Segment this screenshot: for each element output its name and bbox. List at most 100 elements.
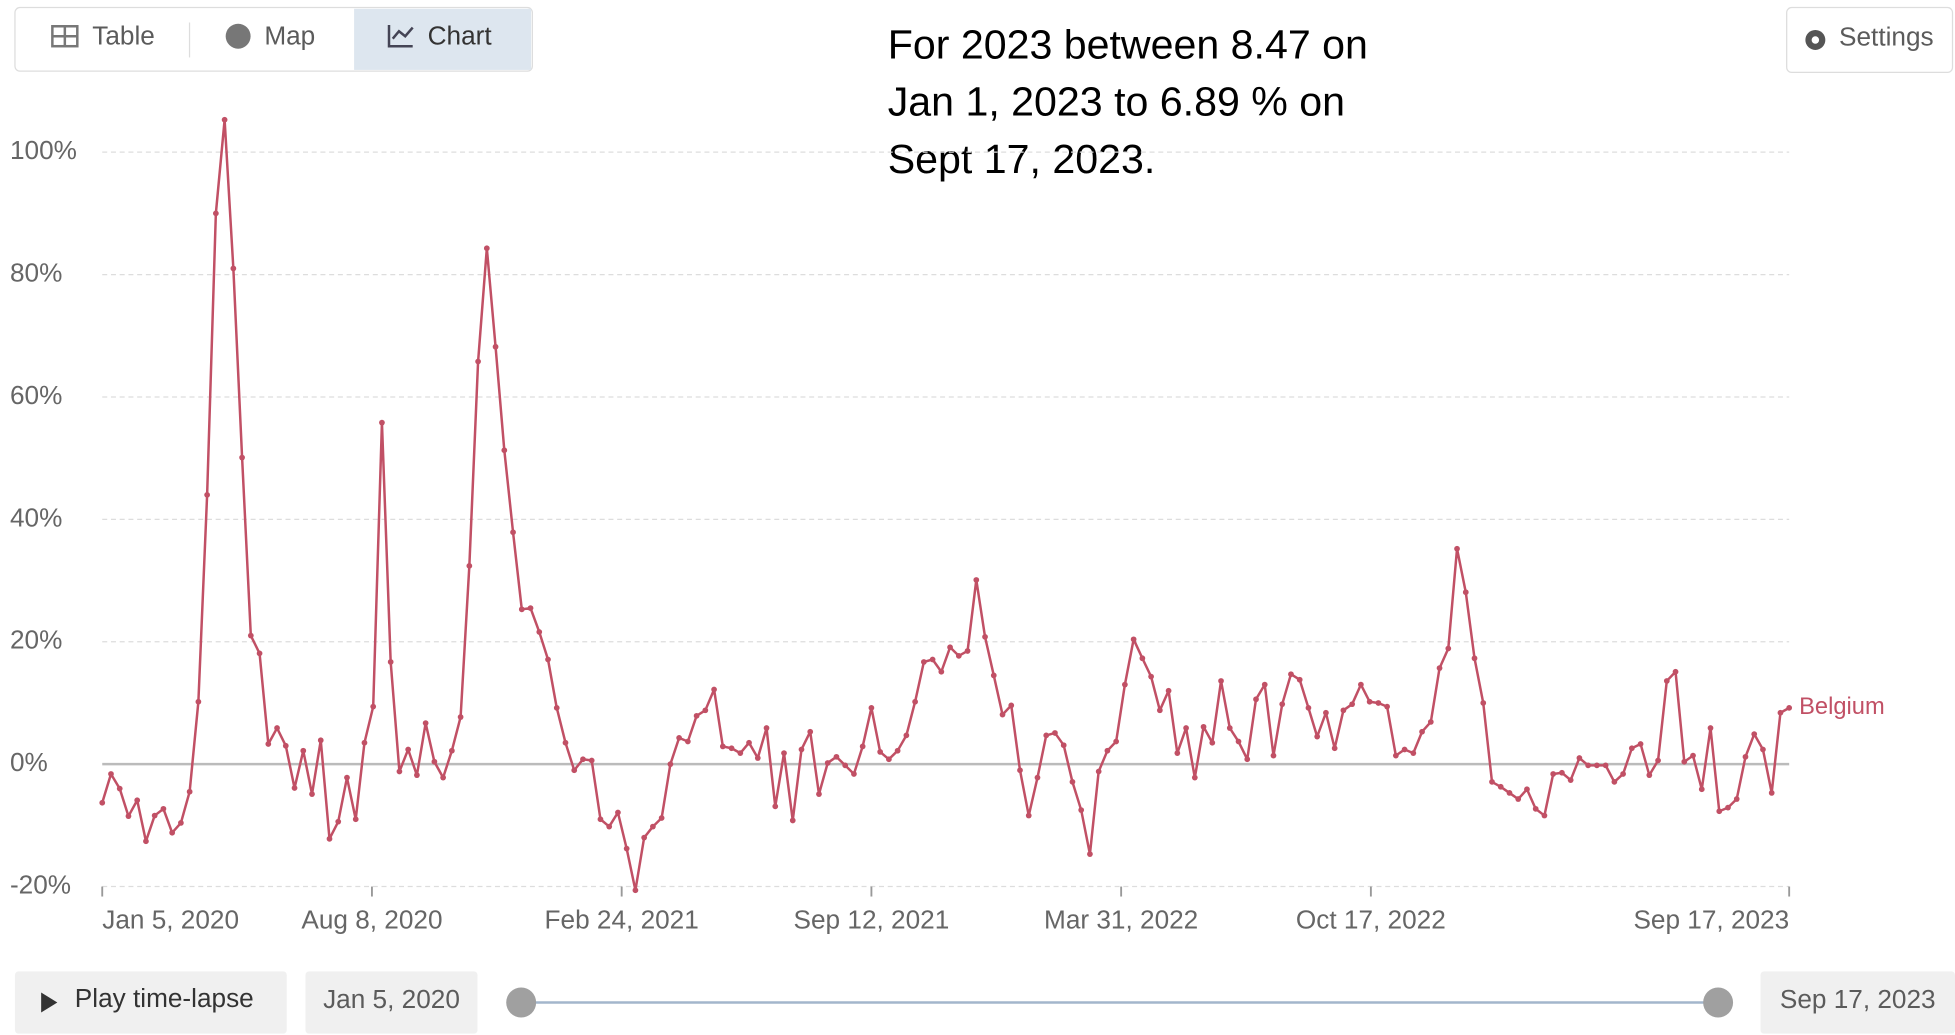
data-point (1174, 750, 1181, 757)
data-point (1392, 752, 1399, 759)
data-point (553, 704, 560, 711)
annotation: For 2023 between 8.47 on (888, 21, 1368, 67)
data-point (702, 707, 709, 714)
data-point (169, 829, 176, 836)
annotation: Sept 17, 2023. (888, 136, 1156, 182)
data-point (1017, 767, 1023, 774)
data-point (501, 447, 508, 454)
data-point (1663, 678, 1670, 684)
data-point (1113, 738, 1120, 745)
data-point (1768, 790, 1775, 796)
data-point (1165, 687, 1172, 694)
data-point (1305, 704, 1312, 711)
data-point (1095, 768, 1102, 775)
data-point (1025, 812, 1032, 819)
data-point (1672, 668, 1679, 675)
data-point (789, 817, 796, 824)
end-date: Sep 17, 2023 (1780, 984, 1936, 1014)
data-point (684, 738, 691, 745)
data-point (929, 656, 936, 663)
data-point (317, 737, 324, 744)
data-point (1567, 777, 1574, 783)
data-point (781, 750, 787, 757)
data-point (1602, 762, 1609, 769)
play-button[interactable]: Play time-lapse (14, 971, 287, 1034)
data-point (1532, 805, 1539, 812)
data-point (650, 823, 656, 830)
data-point (239, 454, 245, 461)
chart-tab[interactable]: Chart (387, 20, 492, 50)
data-point (754, 755, 761, 761)
data-point (999, 711, 1006, 718)
data-point (405, 746, 412, 753)
data-point (466, 563, 473, 569)
data-point (1279, 701, 1286, 708)
data-point (1043, 732, 1050, 739)
data-point (615, 809, 621, 816)
data-point (982, 634, 988, 640)
data-point (894, 747, 901, 754)
data-point (1628, 745, 1635, 752)
data-point (265, 741, 272, 747)
end-date-box (1760, 971, 1955, 1034)
data-point (859, 743, 866, 750)
data-point (1331, 745, 1338, 752)
data-point (833, 753, 840, 760)
data-point (247, 632, 254, 639)
data-point (1742, 753, 1749, 760)
data-point (1183, 725, 1189, 731)
data-point (483, 245, 490, 252)
data-point (1323, 709, 1329, 716)
y-tick-label: 0% (10, 747, 48, 777)
x-tick-label: Aug 8, 2020 (301, 904, 442, 934)
data-point (1655, 757, 1661, 764)
data-point (536, 629, 543, 635)
data-point (1156, 707, 1163, 714)
data-point (335, 818, 342, 825)
data-point (606, 823, 613, 830)
settings-button[interactable]: Settings (1786, 6, 1954, 74)
data-point (1078, 807, 1085, 813)
data-point (1349, 701, 1356, 708)
data-point (1244, 756, 1251, 763)
slider-handle[interactable] (506, 987, 537, 1018)
data-point (370, 703, 377, 710)
data-point (763, 725, 770, 731)
data-point (309, 791, 315, 798)
data-point (134, 797, 141, 804)
data-point (973, 577, 980, 583)
data-point (1314, 733, 1321, 740)
data-point (1550, 771, 1557, 777)
data-point (1681, 758, 1688, 765)
data-point (1707, 725, 1714, 731)
data-point (667, 761, 674, 768)
data-point (352, 816, 359, 823)
x-tick-label: Oct 17, 2022 (1296, 904, 1446, 934)
data-point (1060, 742, 1067, 749)
active-tab-bg (354, 8, 532, 70)
data-point (912, 698, 918, 705)
data-point (1052, 730, 1058, 736)
chart-icon (387, 25, 413, 48)
play-icon (41, 992, 58, 1013)
data-point (562, 739, 569, 746)
data-point (1646, 772, 1653, 779)
data-point (711, 686, 717, 693)
data-point (396, 768, 403, 775)
data-point (1209, 739, 1216, 746)
slider-handle[interactable] (1703, 987, 1734, 1018)
table-tab[interactable]: Table (51, 20, 155, 50)
data-point (1690, 752, 1696, 759)
data-point (1777, 709, 1784, 716)
data-point (693, 712, 700, 719)
data-point (1524, 786, 1530, 793)
data-point (457, 714, 464, 720)
data-point (1226, 725, 1233, 731)
map-tab[interactable]: Map (225, 20, 316, 50)
data-point (448, 747, 455, 754)
data-point (151, 812, 158, 819)
data-point (920, 659, 927, 665)
data-point (1698, 786, 1705, 793)
data-point (1576, 755, 1583, 761)
